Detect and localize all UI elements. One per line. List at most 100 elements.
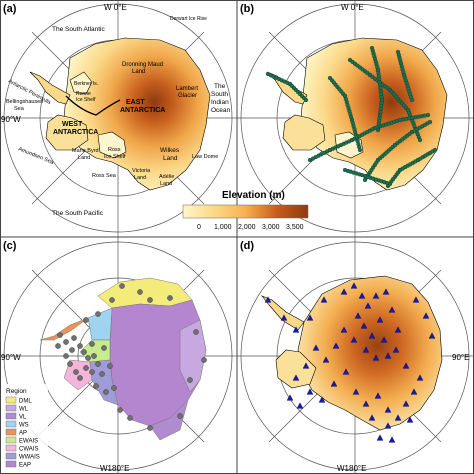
ice-core-site-marker bbox=[332, 342, 340, 349]
region-site-marker bbox=[95, 311, 101, 317]
label-south-indian-3: Indian bbox=[211, 99, 229, 106]
region-site-marker bbox=[55, 343, 61, 349]
traverse-point bbox=[387, 181, 393, 187]
ice-core-sites bbox=[264, 282, 436, 443]
ice-core-site-marker bbox=[302, 362, 310, 369]
ice-core-site-marker bbox=[340, 326, 348, 333]
label-bellingshausen-2: Sea bbox=[14, 106, 25, 112]
antarctica-elevation-map bbox=[266, 37, 448, 191]
ice-core-site-marker bbox=[286, 394, 294, 401]
region-site-marker bbox=[137, 289, 143, 295]
region-site-marker bbox=[201, 357, 207, 363]
label-amundsen: Amundsen Sea bbox=[17, 146, 55, 166]
region-site-marker bbox=[73, 369, 79, 375]
panel-a: (a) W 0°E 90°W The South Atlantic Derwar… bbox=[0, 0, 237, 237]
region-site-marker bbox=[89, 341, 95, 347]
label-south-indian-2: South bbox=[211, 91, 228, 98]
region-swatch bbox=[5, 460, 17, 468]
region-site-marker bbox=[67, 361, 73, 367]
ice-core-site-marker bbox=[330, 380, 338, 387]
region-site-marker bbox=[177, 413, 183, 419]
panel-c: (c) 90°W W180°E Region DML WL VL WS AP EWAIS C… bbox=[0, 237, 237, 474]
region-legend: Region DML WL VL WS AP EWAIS CWAIS WWAIS EAP bbox=[4, 384, 48, 470]
bottom-axis-label: W180°E bbox=[100, 464, 129, 473]
region-swatch bbox=[5, 412, 17, 420]
ice-core-site-marker bbox=[410, 388, 418, 395]
region-site-marker bbox=[147, 297, 153, 303]
region-site-marker bbox=[77, 343, 83, 349]
ice-core-site-marker bbox=[416, 374, 424, 381]
label-wilkes-1: Wilkes bbox=[160, 147, 180, 154]
ice-core-site-marker bbox=[292, 326, 300, 333]
region-site-marker bbox=[93, 383, 99, 389]
ice-core-site-marker bbox=[382, 288, 390, 295]
left-axis-label: 90°W bbox=[1, 115, 21, 124]
label-law-dome: Law Dome bbox=[192, 154, 218, 160]
label-derwart: Derwart Ice Rise bbox=[170, 16, 207, 22]
label-adelie-2: Land bbox=[160, 181, 172, 187]
label-victoria-1: Victoria bbox=[132, 168, 151, 174]
ice-core-site-marker bbox=[264, 296, 272, 303]
traverse-point bbox=[425, 112, 431, 118]
ice-core-site-marker bbox=[384, 406, 392, 413]
label-ronne-2: Ice Shelf bbox=[76, 97, 96, 103]
panel-label: (a) bbox=[3, 3, 17, 15]
bottom-axis-label: W180°E bbox=[337, 464, 366, 473]
ice-core-site-marker bbox=[394, 414, 402, 421]
region-site-marker bbox=[127, 415, 133, 421]
antarctica-elevation-map bbox=[29, 37, 211, 191]
region-site-marker bbox=[71, 335, 77, 341]
region-swatch bbox=[5, 396, 17, 404]
ice-core-site-marker bbox=[376, 316, 384, 323]
region-swatch bbox=[5, 404, 17, 412]
label-east-antarctica-1: EAST bbox=[126, 99, 145, 106]
region-label: CWAIS bbox=[19, 447, 38, 453]
ice-core-site-marker bbox=[392, 346, 400, 353]
label-berkner: Berkner Is. bbox=[74, 81, 98, 87]
panel-d: (d) 90°E W180°E bbox=[237, 237, 474, 474]
top-axis-label: W 0°E bbox=[104, 3, 127, 12]
ice-core-site-marker bbox=[374, 392, 382, 399]
region-site-marker bbox=[85, 355, 91, 361]
region-site-marker bbox=[111, 385, 117, 391]
region-site-marker bbox=[147, 425, 153, 431]
region-site-marker bbox=[101, 345, 107, 351]
region-site-marker bbox=[107, 363, 113, 369]
ice-core-site-marker bbox=[318, 396, 326, 403]
ice-core-site-marker bbox=[280, 314, 288, 321]
traverse-point bbox=[417, 137, 423, 143]
legend-tick: 0 bbox=[197, 224, 201, 231]
ice-core-site-marker bbox=[358, 292, 366, 299]
label-dronning-1: Dronning Maud bbox=[122, 62, 163, 68]
ice-core-site-marker bbox=[388, 436, 396, 443]
region-label: EAP bbox=[19, 463, 31, 469]
region-sites bbox=[55, 283, 207, 431]
region-swatch bbox=[5, 428, 17, 436]
region-swatch bbox=[5, 452, 17, 460]
ice-core-site-marker bbox=[350, 336, 358, 343]
ice-core-site-marker bbox=[384, 352, 392, 359]
region-label: WS bbox=[19, 423, 29, 429]
region-label: EWAIS bbox=[19, 439, 38, 445]
ice-core-site-marker bbox=[320, 296, 328, 303]
antarctica-elevation-map bbox=[261, 275, 443, 431]
region-site-marker bbox=[167, 295, 173, 301]
legend-title: Elevation (m) bbox=[222, 190, 285, 201]
ice-core-site-marker bbox=[296, 402, 304, 409]
left-axis-label: 90°W bbox=[1, 353, 21, 362]
label-lambert-1: Lambert bbox=[176, 86, 198, 92]
ice-core-site-marker bbox=[428, 332, 436, 339]
traverse-point bbox=[427, 119, 433, 125]
ice-core-site-marker bbox=[372, 292, 380, 299]
ice-core-site-marker bbox=[402, 362, 410, 369]
ice-core-site-marker bbox=[292, 374, 300, 381]
legend-tick: 1,000 bbox=[214, 224, 232, 231]
label-east-antarctica-2: ANTARCTICA bbox=[120, 107, 165, 114]
ice-core-site-marker bbox=[362, 346, 370, 353]
ice-core-site-marker bbox=[388, 306, 396, 313]
right-axis-label: 90°E bbox=[452, 353, 469, 362]
region-site-marker bbox=[81, 349, 87, 355]
elevation-legend: Elevation (m) 0 1,000 2,000 3,000 3,500 bbox=[182, 190, 309, 231]
ice-core-site-marker bbox=[376, 434, 384, 441]
legend-color-bar bbox=[182, 204, 309, 219]
